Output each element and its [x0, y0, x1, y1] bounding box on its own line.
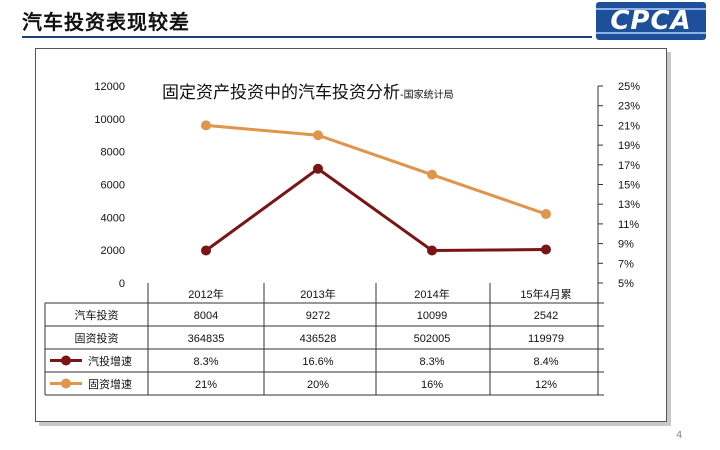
table-cell-value: 9272 [306, 310, 330, 322]
category-label: 2013年 [300, 287, 335, 301]
table-cell-value: 12% [535, 379, 557, 391]
left-axis-tick-label: 2000 [101, 245, 125, 257]
series-point [427, 245, 437, 256]
right-axis-tick-label: 17% [618, 160, 640, 172]
left-axis-tick-label: 0 [119, 278, 125, 290]
legend-label: 固资增速 [88, 377, 132, 391]
legend-swatch-marker [61, 378, 71, 389]
series-point [313, 130, 323, 141]
table-cell-value: 8.4% [533, 356, 558, 368]
table-cell-value: 21% [195, 379, 217, 391]
left-axis-tick-label: 6000 [101, 180, 125, 192]
table-row-name: 固资投资 [75, 331, 119, 345]
table-cell-value: 364835 [188, 333, 225, 345]
right-axis-tick-label: 9% [618, 239, 634, 251]
category-label: 2014年 [414, 287, 449, 301]
right-axis-tick-label: 21% [618, 120, 640, 132]
series-point [541, 244, 551, 255]
category-label: 2012年 [188, 287, 223, 301]
left-axis-tick-label: 4000 [101, 212, 125, 224]
table-cell-value: 8.3% [193, 356, 218, 368]
legend-swatch-marker [61, 355, 71, 366]
cpca-logo: CPCA [596, 2, 706, 40]
category-label: 15年4月累 [520, 287, 571, 301]
table-cell-value: 8004 [194, 310, 218, 322]
right-axis-tick-label: 23% [618, 101, 640, 113]
table-cell-value: 436528 [300, 333, 337, 345]
logo-text: CPCA [610, 6, 692, 36]
left-axis-tick-label: 12000 [94, 81, 125, 93]
slide-title: 汽车投资表现较差 [22, 10, 190, 34]
left-axis-tick-label: 8000 [101, 147, 125, 159]
table-cell-value: 2542 [534, 310, 558, 322]
right-axis-tick-label: 13% [618, 199, 640, 211]
table-cell-value: 20% [307, 379, 329, 391]
table-cell-value: 10099 [417, 310, 448, 322]
left-axis-tick-label: 10000 [94, 114, 125, 126]
series-point [201, 120, 211, 131]
series-point [201, 245, 211, 256]
series-line [205, 123, 547, 216]
series-line [205, 166, 547, 252]
page-number: 4 [676, 430, 683, 441]
series-point [313, 163, 323, 174]
right-axis-tick-label: 25% [618, 81, 640, 93]
table-cell-value: 502005 [414, 333, 451, 345]
logo-stripe-top [596, 8, 706, 10]
logo-stripe-bottom [596, 32, 706, 34]
chart-title-block: 固定资产投资中的汽车投资分析-国家统计局 [162, 78, 454, 103]
table-cell-value: 8.3% [419, 356, 444, 368]
table-row-name: 汽车投资 [75, 308, 119, 322]
chart-title: 固定资产投资中的汽车投资分析 [162, 83, 400, 103]
chart-frame [35, 48, 667, 422]
table-cell-value: 16% [421, 379, 443, 391]
right-axis-tick-label: 5% [618, 278, 634, 290]
right-axis-tick-label: 7% [618, 258, 634, 270]
series-point [427, 169, 437, 180]
table-cell-value: 119979 [528, 333, 564, 345]
chart-source: -国家统计局 [400, 90, 454, 101]
title-rule [22, 36, 592, 38]
table-cell-value: 16.6% [302, 356, 333, 368]
series-point [541, 209, 551, 220]
right-axis-tick-label: 15% [618, 180, 640, 192]
right-axis-tick-label: 11% [618, 219, 639, 231]
legend-label: 汽投增速 [88, 354, 132, 368]
right-axis-tick-label: 19% [618, 140, 640, 152]
